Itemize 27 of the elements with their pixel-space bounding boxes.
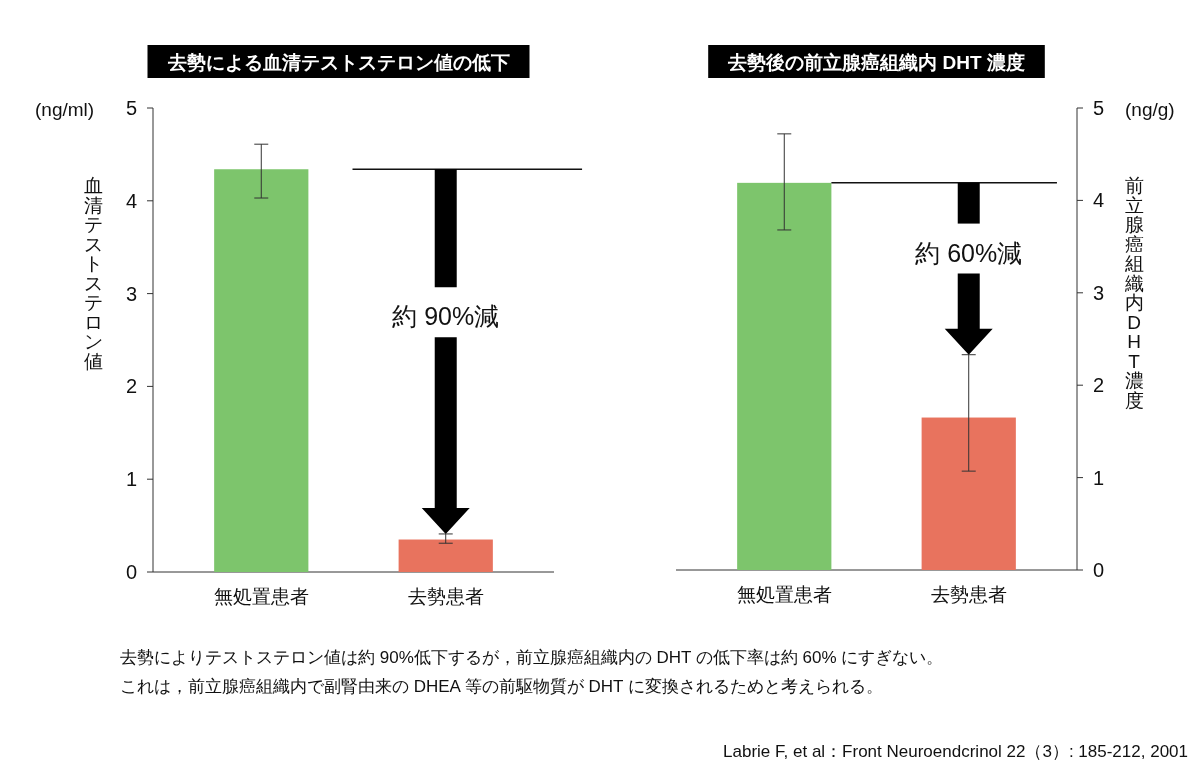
text: 前立腺癌組織内DHT濃度 (1124, 175, 1144, 411)
annotation: 約 90%減 (392, 302, 500, 331)
annotation: 約 60%減 (915, 238, 1023, 267)
y-tick-label: 5 (125, 97, 137, 119)
y2-tick-label: 0 (1093, 559, 1105, 581)
text: 血清テストステロン値 (83, 175, 103, 372)
y-tick-label: 0 (125, 561, 137, 583)
y-tick-label: 3 (125, 282, 137, 305)
x-tick-label: 無処置患者 (213, 586, 309, 607)
y2-tick-label: 3 (1093, 281, 1105, 304)
y2-tick-label: 1 (1093, 466, 1105, 489)
text: 去勢によりテストステロン値は約 90%低下するが，前立腺癌組織内の DHT の低下率は約 60% にすぎない。 (120, 648, 944, 667)
y2-tick-label: 5 (1093, 97, 1105, 119)
text: (ng/g) (1125, 99, 1175, 120)
text: (ng/ml) (35, 99, 95, 120)
text: これは，前立腺癌組織内で副腎由来の DHEA 等の前駆物質が DHT に変換されるためと考えられる。 (120, 677, 883, 696)
y2-tick-label: 4 (1093, 189, 1105, 212)
x-tick-label: 去勢患者 (930, 584, 1007, 605)
y-tick-label: 4 (125, 189, 137, 212)
chart-title: 去勢後の前立腺癌組織内 DHT 濃度 (727, 52, 1025, 73)
x-tick-label: 去勢患者 (407, 586, 484, 607)
text: Labrie F, et al：Front Neuroendcrinol 22（3）: 185-212, 2001 (723, 742, 1188, 761)
y2-tick-label: 2 (1093, 374, 1105, 397)
y-tick-label: 1 (125, 468, 137, 491)
y-tick-label: 2 (125, 375, 137, 398)
chart-title: 去勢による血清テストステロン値の低下 (166, 52, 510, 73)
x-tick-label: 無処置患者 (736, 584, 832, 605)
